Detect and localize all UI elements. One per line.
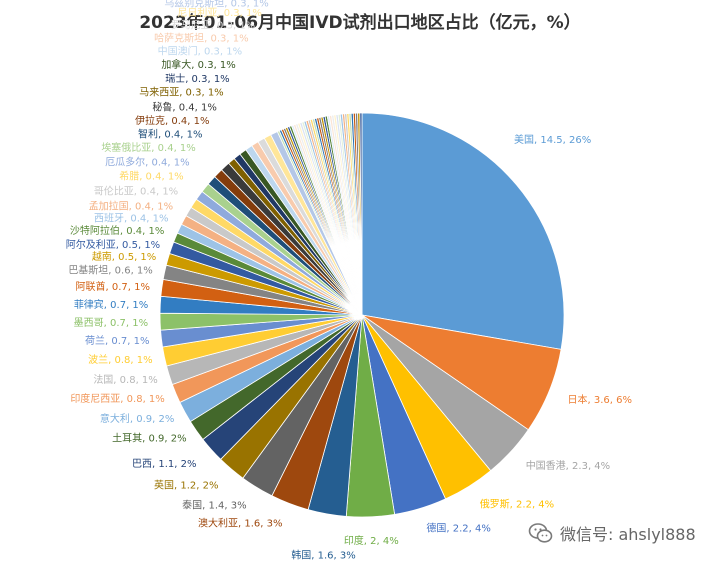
data-label-30: 智利, 0.4, 1%	[138, 127, 202, 140]
data-label-38: 罗马尼亚, 0.3, 1%	[171, 20, 255, 32]
data-label-35: 加拿大, 0.3, 1%	[161, 58, 235, 71]
data-label-33: 马来西亚, 0.3, 1%	[139, 87, 223, 99]
data-label-34: 瑞士, 0.3, 1%	[165, 72, 229, 85]
data-label-14: 法国, 0.8, 1%	[93, 373, 157, 386]
watermark: 微信号: ahslyl888	[528, 519, 696, 547]
data-label-3: 俄罗斯, 2.2, 4%	[480, 497, 554, 510]
wechat-icon	[528, 523, 553, 543]
data-label-29: 埃塞俄比亚, 0.4, 1%	[101, 141, 195, 154]
data-label-32: 秘鲁, 0.4, 1%	[152, 101, 216, 114]
data-label-25: 孟加拉国, 0.4, 1%	[89, 199, 173, 212]
pie-slice-0	[361, 112, 565, 350]
data-label-24: 西班牙, 0.4, 1%	[94, 213, 168, 225]
data-label-1: 日本, 3.6, 6%	[568, 393, 632, 406]
data-label-18: 菲律宾, 0.7, 1%	[74, 298, 148, 311]
data-label-6: 韩国, 1.6, 3%	[291, 549, 355, 562]
data-label-19: 阿联酋, 0.7, 1%	[76, 280, 150, 293]
data-label-7: 澳大利亚, 1.6, 3%	[198, 516, 282, 529]
data-label-15: 波兰, 0.8, 1%	[88, 353, 152, 366]
data-label-9: 英国, 1.2, 2%	[154, 478, 218, 491]
data-label-8: 泰国, 1.4, 3%	[182, 499, 246, 512]
data-label-36: 中国澳门, 0.3, 1%	[158, 45, 242, 58]
data-label-16: 荷兰, 0.7, 1%	[85, 334, 149, 347]
data-label-17: 墨西哥, 0.7, 1%	[74, 317, 148, 329]
pie-slice-minor-39	[359, 112, 363, 316]
data-label-5: 印度, 2, 4%	[344, 534, 399, 547]
data-label-23: 沙特阿拉伯, 0.4, 1%	[70, 224, 164, 237]
chart-title: 2023年01-06月中国IVD试剂出口地区占比（亿元，%）	[139, 13, 581, 33]
data-label-2: 中国香港, 2.3, 4%	[526, 459, 610, 472]
slices-layer	[159, 112, 565, 518]
data-label-39: 尼日利亚, 0.3, 1%	[177, 7, 261, 19]
data-label-12: 意大利, 0.9, 2%	[100, 412, 174, 425]
data-label-4: 德国, 2.2, 4%	[426, 522, 490, 535]
data-label-10: 巴西, 1.1, 2%	[132, 458, 196, 470]
data-label-37: 哈萨克斯坦, 0.3, 1%	[154, 32, 248, 45]
data-label-27: 希腊, 0.4, 1%	[119, 170, 183, 183]
data-label-11: 土耳其, 0.9, 2%	[112, 432, 186, 445]
data-label-28: 厄瓜多尔, 0.4, 1%	[105, 155, 189, 168]
data-label-31: 伊拉克, 0.4, 1%	[135, 114, 209, 127]
labels-layer: 美国, 14.5, 26% 日本, 3.6, 6% 中国香港, 2.3, 4% 俄罗斯…	[66, 0, 632, 562]
data-label-22: 阿尔及利亚, 0.5, 1%	[66, 238, 160, 251]
data-label-13: 印度尼西亚, 0.8, 1%	[70, 392, 164, 405]
data-label-21: 越南, 0.5, 1%	[92, 250, 156, 263]
data-label-0: 美国, 14.5, 26%	[514, 133, 591, 146]
data-label-26: 哥伦比亚, 0.4, 1%	[94, 184, 178, 197]
data-label-40: 乌兹别克斯坦, 0.3, 1%	[164, 0, 268, 9]
watermark-text: 微信号: ahslyl888	[560, 525, 696, 544]
data-label-20: 巴基斯坦, 0.6, 1%	[68, 264, 152, 277]
